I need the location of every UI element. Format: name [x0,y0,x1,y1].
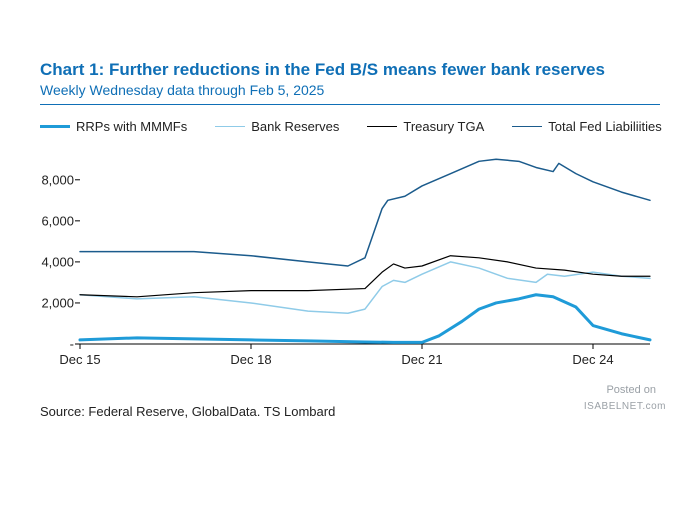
posted-text: Posted on [606,384,656,396]
chart-subtitle: Weekly Wednesday data through Feb 5, 202… [40,82,660,98]
chart-title: Chart 1: Further reductions in the Fed B… [40,60,660,80]
x-tick-label: Dec 15 [59,352,100,367]
legend-swatch [512,126,542,127]
legend-item: Treasury TGA [367,119,484,134]
legend-swatch [40,125,70,128]
legend-item: Total Fed Liabiliities [512,119,661,134]
y-tick-label: - [24,337,74,352]
chart-svg [40,144,660,374]
x-tick-label: Dec 21 [401,352,442,367]
legend-label: Bank Reserves [251,119,339,134]
y-tick-label: 6,000 [24,213,74,228]
x-tick-label: Dec 24 [572,352,613,367]
legend-item: RRPs with MMMFs [40,119,187,134]
y-tick-label: 8,000 [24,172,74,187]
x-tick-label: Dec 18 [230,352,271,367]
legend-label: Total Fed Liabiliities [548,119,661,134]
legend-swatch [215,126,245,127]
legend-label: Treasury TGA [403,119,484,134]
legend: RRPs with MMMFs Bank Reserves Treasury TGA… [40,119,660,134]
source-text: Source: Federal Reserve, GlobalData. TS … [40,404,660,419]
y-tick-label: 4,000 [24,254,74,269]
legend-label: RRPs with MMMFs [76,119,187,134]
chart-container: Chart 1: Further reductions in the Fed B… [0,0,700,419]
series-line [80,295,650,343]
legend-swatch [367,126,397,127]
legend-item: Bank Reserves [215,119,339,134]
y-tick-label: 2,000 [24,295,74,310]
watermark-text: ISABELNET.com [584,401,666,412]
title-rule [40,104,660,105]
chart-plot: -2,0004,0006,0008,000 Dec 15Dec 18Dec 21… [40,144,660,374]
series-line [80,159,650,266]
